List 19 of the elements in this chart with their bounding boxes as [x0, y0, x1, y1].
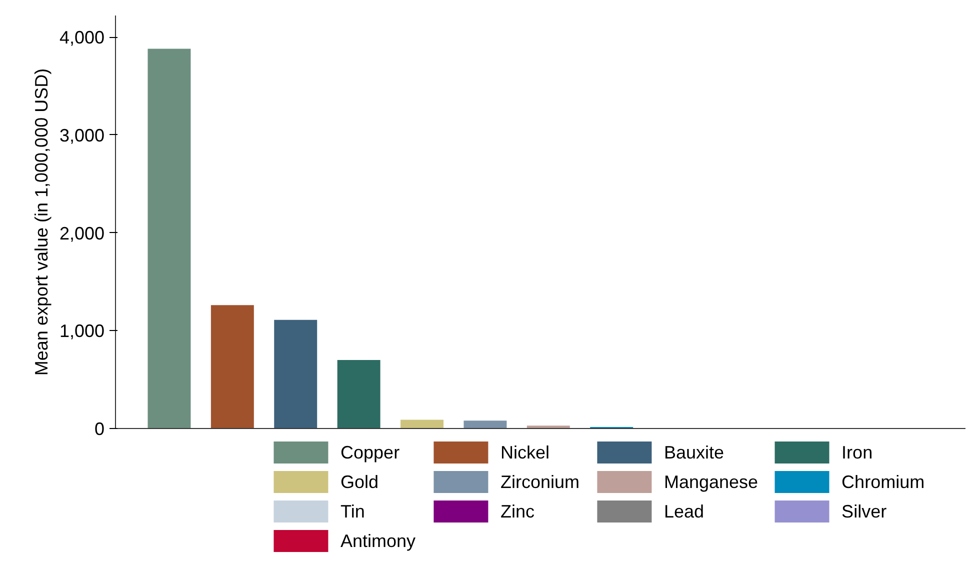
legend-label: Chromium: [842, 472, 925, 492]
y-tick-label: 1,000: [59, 321, 105, 342]
legend-label: Zirconium: [500, 472, 580, 492]
legend-label: Nickel: [500, 442, 550, 462]
legend-label: Gold: [340, 472, 379, 492]
legend-label: Tin: [340, 502, 365, 522]
legend-label: Copper: [340, 442, 400, 462]
legend-label: Silver: [842, 502, 887, 522]
y-axis-title: Mean export value (in 1,000,000 USD): [31, 68, 52, 376]
y-tick-label: 4,000: [59, 28, 105, 48]
legend-label: Iron: [842, 442, 873, 462]
legend-label: Zinc: [500, 502, 535, 522]
legend-label: Manganese: [664, 472, 758, 492]
y-tick-label: 2,000: [59, 223, 105, 244]
legend-label: Bauxite: [664, 442, 724, 462]
y-tick-label: 0: [94, 419, 105, 439]
legend-label: Antimony: [340, 531, 416, 551]
y-tick-label: 3,000: [59, 125, 105, 146]
legend-label: Lead: [664, 502, 704, 522]
